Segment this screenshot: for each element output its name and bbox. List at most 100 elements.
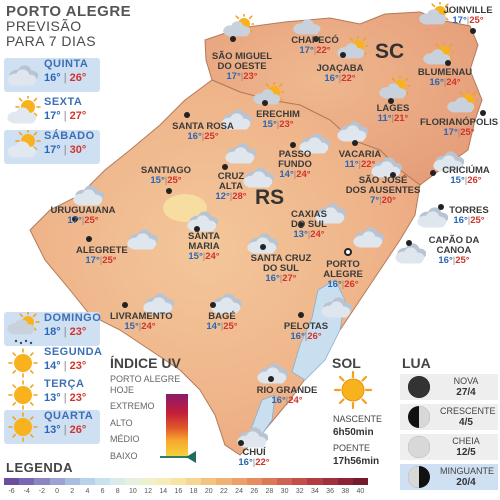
moon-phase-first-quarter: CRESCENTE 4/5 (400, 404, 498, 430)
city-min: 14° (206, 321, 221, 332)
city-min: 17° (67, 215, 82, 226)
moon-first-quarter-icon (408, 406, 430, 428)
city-min: 17° (85, 255, 100, 266)
city-name: CAXIAS DO SUL (291, 209, 327, 230)
city-marker (238, 440, 244, 446)
legend-color-swatch (201, 478, 217, 485)
forecast-max: 23° (69, 392, 87, 404)
uv-location: PORTO ALEGRE (110, 374, 181, 384)
partly-sunny-icon (4, 94, 42, 130)
moon-phase-name: NOVA (453, 376, 479, 386)
city-max: 25° (84, 215, 99, 226)
sun-icon (4, 346, 42, 380)
moon-title: LUA (402, 355, 431, 371)
legend-tick: 34 (311, 488, 319, 495)
city-max: 24° (296, 169, 311, 180)
cloudy-icon (140, 286, 175, 314)
legend-tick: 20 (204, 488, 213, 495)
city-joacaba: JOAÇABA 16°|22° (312, 64, 368, 84)
city-santa-cruz-do-sul: SANTA CRUZ DO SUL 16°|27° (250, 254, 312, 284)
city-name: FLORIANÓPOLIS (420, 117, 499, 128)
sunrise-time: 6h50min (333, 427, 374, 438)
city-bage: BAGÉ 14°|25° (200, 312, 244, 332)
city-name: SANTA MARIA (187, 231, 221, 252)
legend-tick: 28 (265, 488, 274, 495)
legend-color-swatch (261, 478, 278, 485)
city-marker (298, 222, 304, 228)
city-torres: TORRES 16°|25° (448, 206, 490, 226)
city-max: 25° (223, 321, 238, 332)
cloudy-icon (318, 290, 353, 318)
city-name: ALEGRETE (76, 245, 128, 256)
rain-sun-icon (416, 0, 452, 35)
city-min: 15° (450, 175, 465, 186)
sunrise-label: NASCENTE (333, 414, 383, 424)
city-name: JOAÇABA (316, 63, 364, 74)
city-marker (262, 100, 268, 106)
city-max: 24° (310, 229, 325, 240)
forecast-min: 14° (44, 360, 61, 372)
temperature-scale-ticks: -6 -4 -2 0 2 4 6 8 10 12 14 16 18 20 22 24 26 28 30 32 34 36 3… (4, 488, 368, 498)
cloudy-icon (312, 196, 347, 224)
city-marker (313, 36, 319, 42)
city-min: 16° (327, 279, 342, 290)
city-temps: 14°|24° (279, 169, 311, 180)
forecast-day-temps: 16° | 26° (44, 72, 87, 84)
city-max: 24° (141, 321, 156, 332)
cloudy-icon (208, 286, 243, 314)
legend-color-swatch (231, 478, 247, 485)
forecast-day: SÁBADO 17° | 30° (4, 128, 100, 164)
city-max: 23° (279, 119, 294, 130)
moon-phase-name: CHEIA (452, 436, 480, 446)
cloudy-icon (430, 144, 465, 172)
city-name: CHUÍ (242, 447, 266, 458)
sunset-time: 17h56min (333, 456, 380, 467)
rain-icon (290, 12, 324, 45)
city-max: 25° (102, 255, 117, 266)
legend-color-swatch (337, 478, 353, 485)
forecast-day-temps: 17° | 27° (44, 110, 87, 122)
forecast-day-temps: 13° | 26° (44, 424, 87, 436)
forecast-day-name: TERÇA (44, 378, 85, 390)
city-temps: 16°|25° (453, 215, 485, 226)
city-temps: 17°|25° (67, 215, 99, 226)
city-vacaria: VACARIA 11°|22° (334, 150, 386, 170)
city-temps: 13°|24° (293, 229, 325, 240)
city-min: 11° (344, 159, 359, 170)
legend-color-swatch (4, 478, 20, 485)
city-temps: 7°|20° (370, 195, 396, 206)
uv-scale-bar (166, 394, 188, 456)
city-passo-fundo: PASSO FUNDO 14°|24° (270, 150, 320, 180)
city-name: CAPÃO DA CANOA (428, 235, 480, 256)
forecast-day: DOMINGO 18° | 23° (4, 310, 101, 346)
city-joinville: JOINVILLE 17°|25° (440, 6, 496, 26)
city-temps: 12°|28° (215, 191, 247, 202)
legend-tick: 38 (341, 488, 350, 495)
city-max: 26° (344, 279, 359, 290)
temperature-color-scale (4, 478, 369, 485)
city-lages: LAGES 11°|21° (370, 104, 416, 124)
moon-phase-date: 4/5 (459, 417, 473, 428)
city-name: CHAPECÓ (291, 35, 339, 46)
city-marker (230, 36, 236, 42)
city-name: JOINVILLE (443, 5, 493, 16)
city-max: 26° (467, 175, 482, 186)
city-min: 16° (238, 457, 253, 468)
legend-tick: -6 (8, 488, 15, 495)
city-temps: 11°|22° (344, 159, 376, 170)
city-marker (72, 216, 78, 222)
city-temps: 14°|25° (206, 321, 238, 332)
city-marker (445, 60, 451, 66)
forecast-day-temps: 13° | 23° (44, 392, 87, 404)
city-santiago: SANTIAGO 15°|25° (138, 166, 194, 186)
forecast-min: 16° (44, 72, 61, 84)
city-marker (86, 236, 92, 242)
legend-tick: 10 (129, 488, 137, 495)
title-city: PORTO ALEGRE (6, 3, 132, 20)
forecast-max: 26° (69, 424, 87, 436)
city-max: 24° (288, 395, 303, 406)
city-max: 25° (455, 255, 470, 266)
city-rio-grande: RIO GRANDE 16°|24° (256, 386, 318, 406)
uv-day: HOJE (110, 385, 135, 395)
city-temps: 17°|23° (226, 71, 258, 82)
